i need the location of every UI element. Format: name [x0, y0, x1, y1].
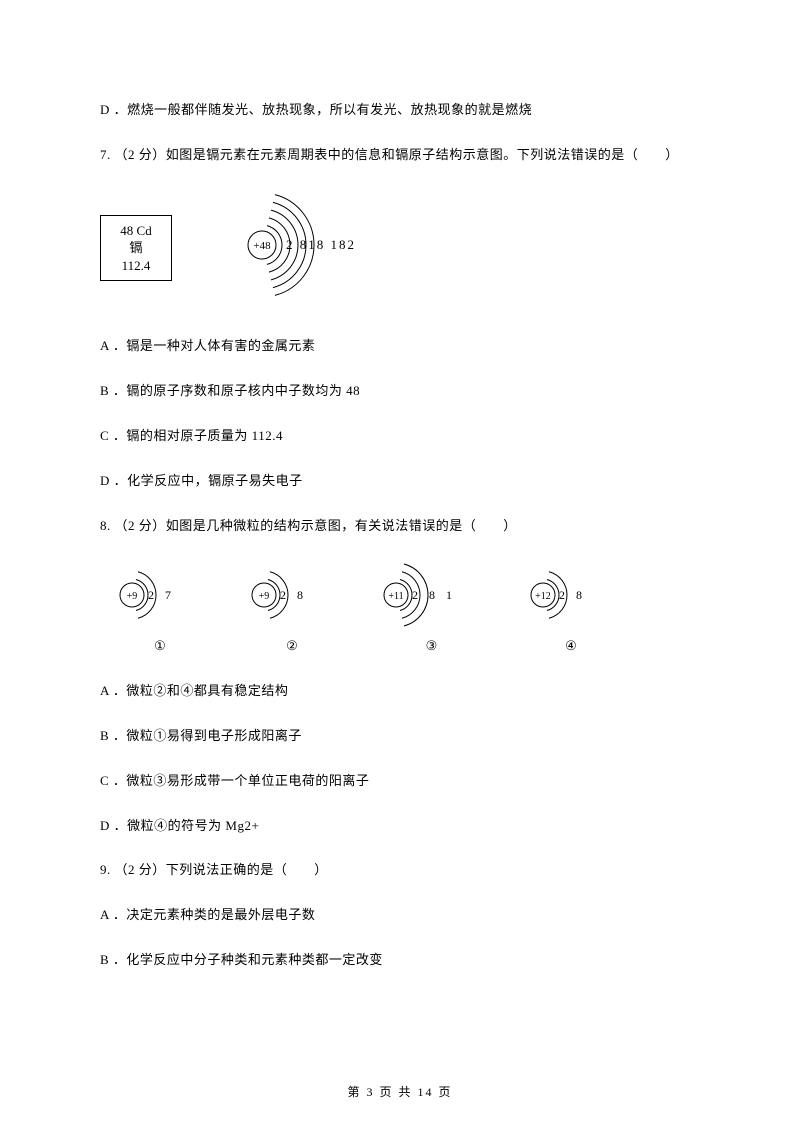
page-footer: 第 3 页 共 14 页	[0, 1083, 800, 1102]
svg-text:2 818 182: 2 818 182	[286, 237, 356, 252]
svg-text:+12: +12	[535, 591, 551, 602]
particle-1: +9 2 7	[110, 560, 210, 630]
q9-option-a: A ．决定元素种类的是最外层电子数	[100, 905, 700, 926]
q8-stem: 8. （2 分）如图是几种微粒的结构示意图，有关说法错误的是（ ）	[100, 516, 700, 537]
q8-option-c: C ．微粒③易形成带一个单位正电荷的阳离子	[100, 771, 700, 792]
q8-option-a: A ．微粒②和④都具有稳定结构	[100, 681, 700, 702]
svg-text:2 8 1: 2 8 1	[412, 588, 456, 602]
element-name: 镉	[129, 239, 142, 257]
element-top: 48 Cd	[120, 222, 151, 240]
q7-option-a: A ．镉是一种对人体有害的金属元素	[100, 336, 700, 357]
particle-label-2: ②	[242, 636, 342, 657]
svg-text:2 7: 2 7	[148, 588, 175, 602]
q7-option-b: B ．镉的原子序数和原子核内中子数均为 48	[100, 381, 700, 402]
particle-3: +11 2 8 1	[374, 560, 489, 630]
q8-particles: +9 2 7 +9 2 8 +11 2 8 1 +12 2 8	[110, 560, 700, 630]
q9-stem: 9. （2 分）下列说法正确的是（ ）	[100, 860, 700, 881]
cd-atom-diagram: +48 2 818 182	[232, 190, 442, 307]
q6-option-d: D ．燃烧一般都伴随发光、放热现象，所以有发光、放热现象的就是燃烧	[100, 100, 700, 121]
q7-option-d: D ．化学反应中，镉原子易失电子	[100, 471, 700, 492]
element-mass: 112.4	[122, 257, 151, 275]
q7-figure: 48 Cd 镉 112.4 +48 2 818 182	[100, 190, 700, 307]
svg-text:2 8: 2 8	[280, 588, 307, 602]
q7-stem: 7. （2 分）如图是镉元素在元素周期表中的信息和镉原子结构示意图。下列说法错误…	[100, 145, 700, 166]
q8-particle-labels: ① ② ③ ④	[110, 636, 700, 657]
particle-2: +9 2 8	[242, 560, 342, 630]
svg-text:+9: +9	[259, 591, 270, 602]
q8-option-b: B ．微粒①易得到电子形成阳离子	[100, 726, 700, 747]
particle-label-3: ③	[374, 636, 489, 657]
svg-text:+11: +11	[388, 591, 403, 602]
particle-4: +12 2 8	[521, 560, 621, 630]
svg-text:+48: +48	[253, 240, 271, 252]
svg-text:+9: +9	[127, 591, 138, 602]
q9-option-b: B ．化学反应中分子种类和元素种类都一定改变	[100, 950, 700, 971]
particle-label-1: ①	[110, 636, 210, 657]
q7-option-c: C ．镉的相对原子质量为 112.4	[100, 426, 700, 447]
particle-label-4: ④	[521, 636, 621, 657]
svg-text:2 8: 2 8	[559, 588, 586, 602]
element-box-cd: 48 Cd 镉 112.4	[100, 215, 172, 281]
q8-option-d: D ．微粒④的符号为 Mg2+	[100, 816, 700, 837]
